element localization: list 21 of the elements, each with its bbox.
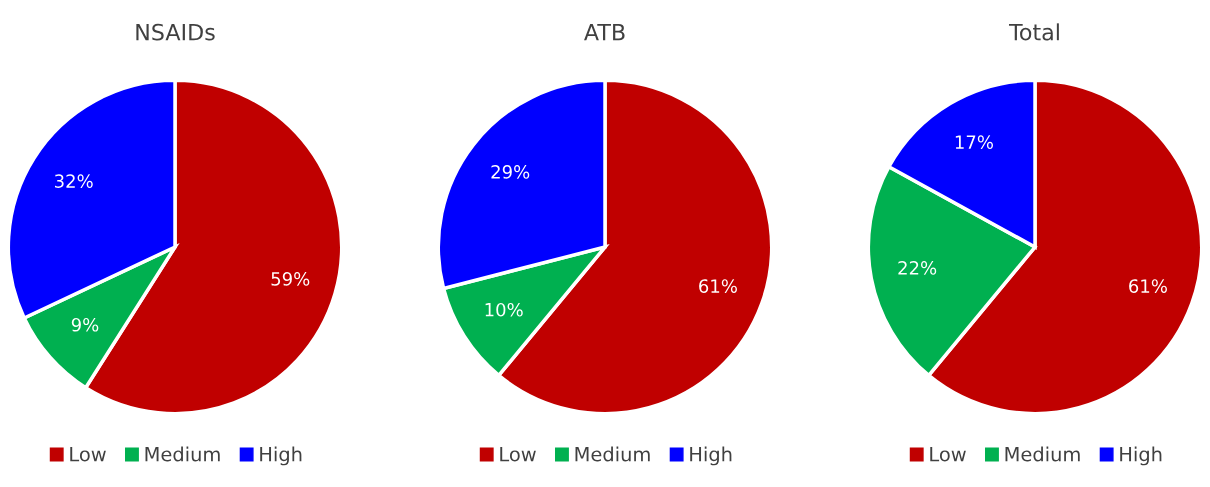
chart-title: Total xyxy=(1008,23,1059,41)
legend-label: Medium xyxy=(1005,446,1080,462)
legend-label: High xyxy=(260,446,302,466)
data-label: 10% xyxy=(485,302,523,317)
legend-label: High xyxy=(690,446,732,466)
data-label: 32% xyxy=(54,174,93,188)
legend-label: Low xyxy=(70,447,106,462)
data-label: 29% xyxy=(491,165,530,179)
chart-title: ATB xyxy=(584,24,625,41)
legend-label: Medium xyxy=(145,446,220,462)
legend-label: Medium xyxy=(575,446,650,462)
data-label: 17% xyxy=(955,135,993,149)
chart-title: NSAIDs xyxy=(136,23,215,41)
legend-label: High xyxy=(1120,446,1162,466)
data-label: 61% xyxy=(1129,279,1167,293)
legend-label: Low xyxy=(930,447,966,462)
data-label: 22% xyxy=(898,261,937,275)
data-label: 9% xyxy=(71,317,99,332)
data-label: 59% xyxy=(271,272,310,286)
legend-label: Low xyxy=(500,447,536,462)
data-label: 61% xyxy=(699,279,737,293)
